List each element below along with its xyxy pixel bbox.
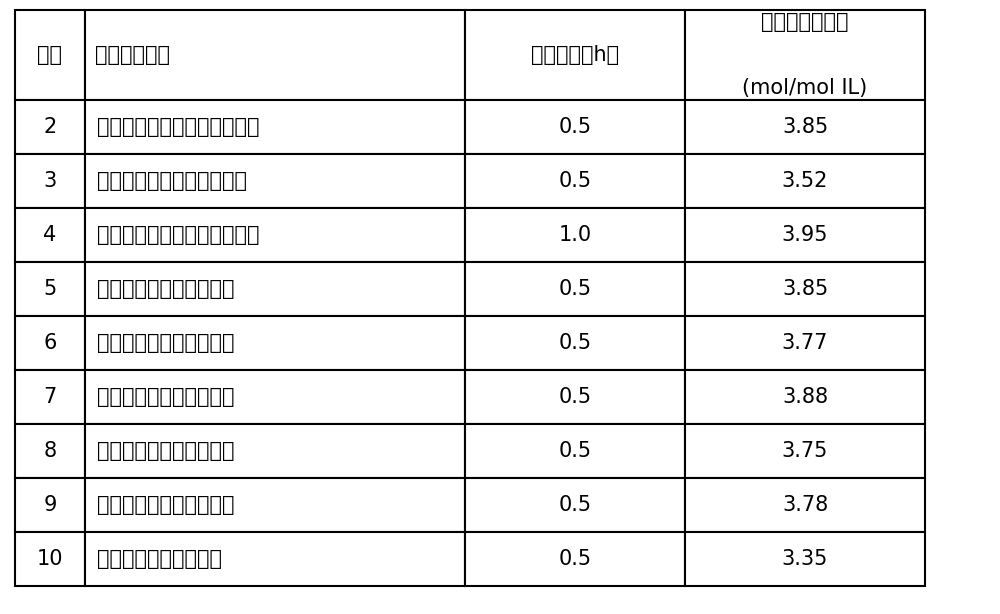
Text: 0.5: 0.5 bbox=[558, 495, 592, 515]
Text: 1.0: 1.0 bbox=[558, 225, 592, 245]
Text: 7: 7 bbox=[43, 387, 57, 407]
Bar bbox=[85, 316, 465, 370]
Bar bbox=[465, 532, 685, 586]
Bar bbox=[465, 10, 685, 100]
Text: 3.85: 3.85 bbox=[782, 117, 828, 137]
Bar bbox=[465, 478, 685, 532]
Text: 8: 8 bbox=[43, 441, 57, 461]
Bar bbox=[15, 10, 85, 100]
Text: 6: 6 bbox=[43, 333, 57, 353]
Bar bbox=[85, 154, 465, 208]
Bar bbox=[685, 208, 925, 262]
Bar bbox=[685, 424, 925, 478]
Text: 3.77: 3.77 bbox=[782, 333, 828, 353]
Bar bbox=[15, 154, 85, 208]
Text: 吸收时间（h）: 吸收时间（h） bbox=[531, 45, 619, 65]
Text: 十四烷基三己基磷腈基苯乙酸: 十四烷基三己基磷腈基苯乙酸 bbox=[97, 117, 260, 137]
Text: 3.35: 3.35 bbox=[782, 549, 828, 569]
Text: 0.5: 0.5 bbox=[558, 279, 592, 299]
Bar bbox=[465, 208, 685, 262]
Text: 丁基三己基磷腈基苯甲酸: 丁基三己基磷腈基苯甲酸 bbox=[97, 387, 234, 407]
Bar bbox=[15, 208, 85, 262]
Bar bbox=[15, 100, 85, 154]
Bar bbox=[465, 100, 685, 154]
Bar bbox=[15, 532, 85, 586]
Text: 十四烷基三己基磷腈基苯酚: 十四烷基三己基磷腈基苯酚 bbox=[97, 171, 247, 191]
Bar bbox=[685, 154, 925, 208]
Bar bbox=[85, 10, 465, 100]
Text: 9: 9 bbox=[43, 495, 57, 515]
Bar bbox=[465, 370, 685, 424]
Bar bbox=[685, 100, 925, 154]
Text: 离子液体种类: 离子液体种类 bbox=[95, 45, 170, 65]
Text: 十四烷基三己基磷腈基苯甲酸: 十四烷基三己基磷腈基苯甲酸 bbox=[97, 225, 260, 245]
Text: 三丁基乙基铵腈基苯酚: 三丁基乙基铵腈基苯酚 bbox=[97, 549, 222, 569]
Bar bbox=[85, 262, 465, 316]
Text: 3: 3 bbox=[43, 171, 57, 191]
Bar bbox=[465, 154, 685, 208]
Text: 乙基三丁基磷腈基苯甲酸: 乙基三丁基磷腈基苯甲酸 bbox=[97, 333, 234, 353]
Bar bbox=[685, 316, 925, 370]
Text: 0.5: 0.5 bbox=[558, 549, 592, 569]
Text: 3.88: 3.88 bbox=[782, 387, 828, 407]
Bar bbox=[685, 262, 925, 316]
Text: 10: 10 bbox=[37, 549, 63, 569]
Text: 4: 4 bbox=[43, 225, 57, 245]
Bar bbox=[685, 370, 925, 424]
Bar bbox=[465, 424, 685, 478]
Bar bbox=[15, 316, 85, 370]
Bar bbox=[85, 478, 465, 532]
Text: 0.5: 0.5 bbox=[558, 333, 592, 353]
Text: 乙基甲基咪唑腈基苯甲酸: 乙基甲基咪唑腈基苯甲酸 bbox=[97, 441, 234, 461]
Text: 丁基甲基咪唑腈基苯甲酸: 丁基甲基咪唑腈基苯甲酸 bbox=[97, 495, 234, 515]
Text: 0.5: 0.5 bbox=[558, 117, 592, 137]
Bar bbox=[85, 532, 465, 586]
Bar bbox=[15, 424, 85, 478]
Bar bbox=[85, 424, 465, 478]
Text: 3.52: 3.52 bbox=[782, 171, 828, 191]
Bar bbox=[15, 262, 85, 316]
Text: 3.95: 3.95 bbox=[782, 225, 828, 245]
Bar bbox=[465, 262, 685, 316]
Text: 0.5: 0.5 bbox=[558, 387, 592, 407]
Text: 3.78: 3.78 bbox=[782, 495, 828, 515]
Text: 3.75: 3.75 bbox=[782, 441, 828, 461]
Bar bbox=[465, 316, 685, 370]
Text: 二氧化硫吸收量

(mol/mol IL): 二氧化硫吸收量 (mol/mol IL) bbox=[742, 12, 868, 98]
Bar bbox=[85, 208, 465, 262]
Text: 3.85: 3.85 bbox=[782, 279, 828, 299]
Bar bbox=[85, 100, 465, 154]
Text: 丙基三己基磷腈基苯甲酸: 丙基三己基磷腈基苯甲酸 bbox=[97, 279, 234, 299]
Bar bbox=[85, 370, 465, 424]
Bar bbox=[15, 478, 85, 532]
Text: 5: 5 bbox=[43, 279, 57, 299]
Bar bbox=[685, 10, 925, 100]
Bar bbox=[685, 478, 925, 532]
Text: 0.5: 0.5 bbox=[558, 171, 592, 191]
Text: 序号: 序号 bbox=[38, 45, 62, 65]
Text: 0.5: 0.5 bbox=[558, 441, 592, 461]
Text: 2: 2 bbox=[43, 117, 57, 137]
Bar bbox=[15, 370, 85, 424]
Bar bbox=[685, 532, 925, 586]
